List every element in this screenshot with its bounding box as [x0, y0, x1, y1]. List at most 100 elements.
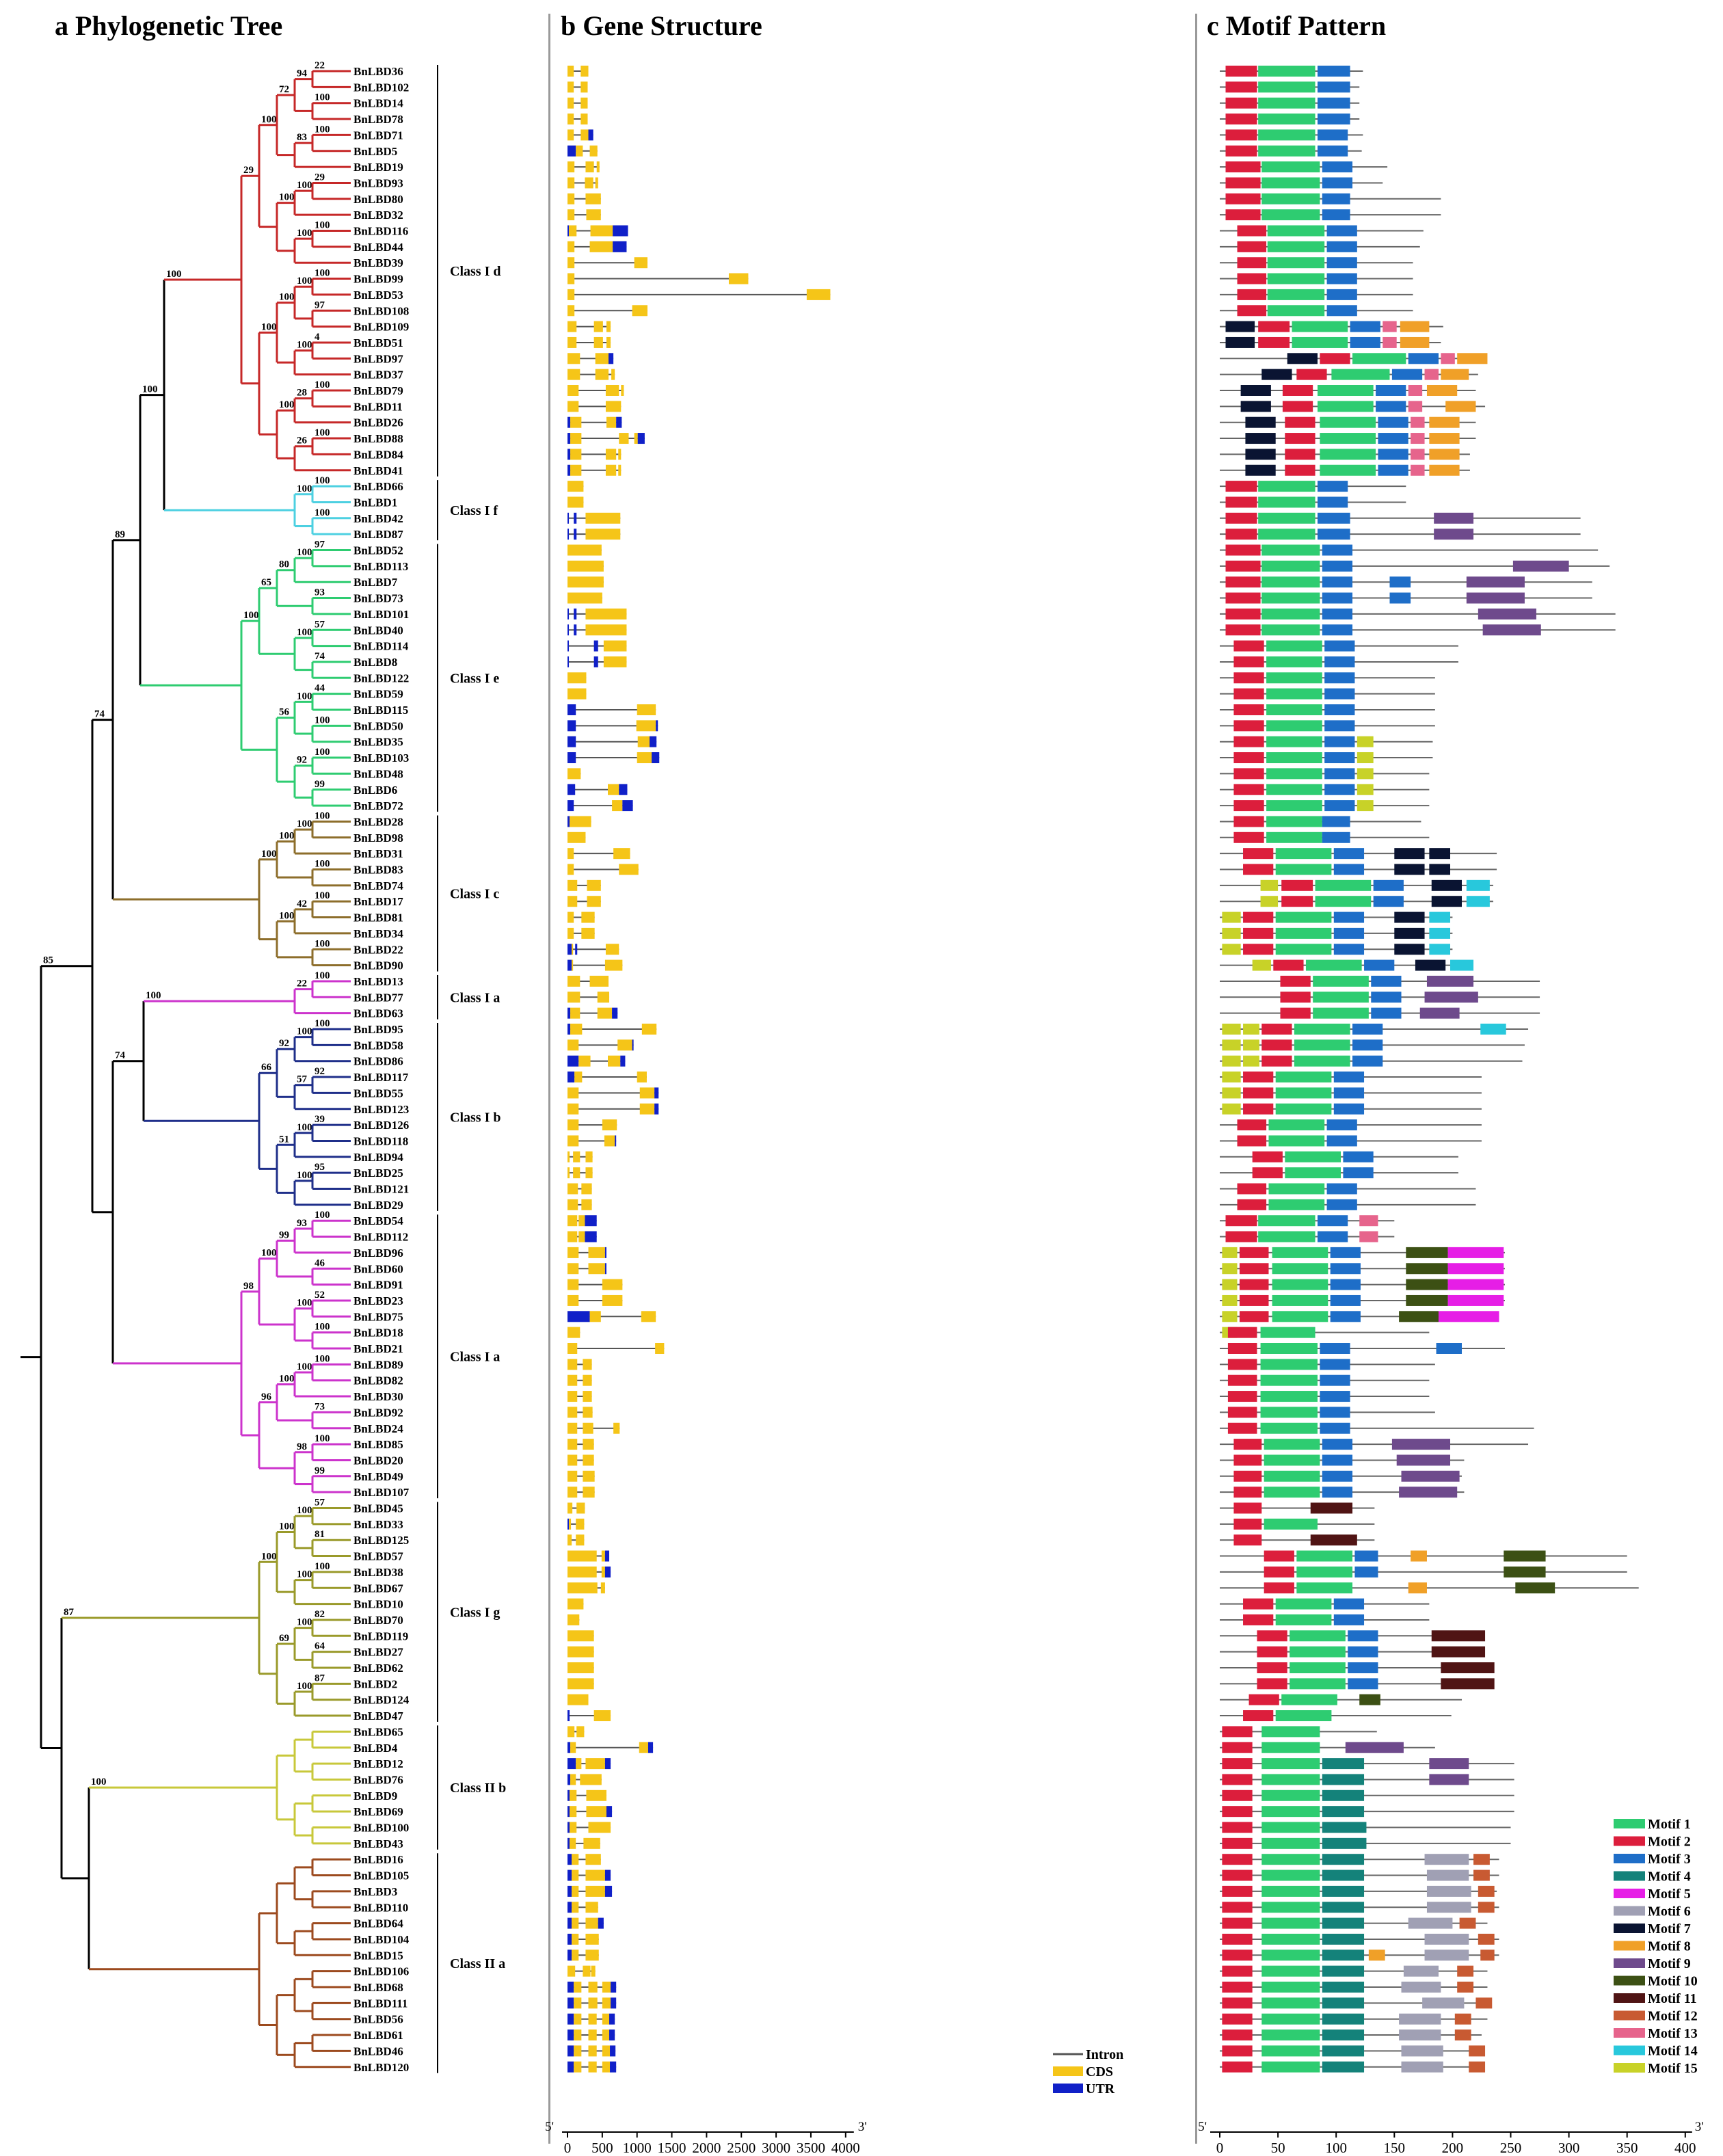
- cds-segment: [583, 1439, 594, 1450]
- gene-label: BnLBD61: [353, 2029, 403, 2042]
- gene-label: BnLBD18: [353, 1327, 403, 1340]
- utr-segment: [609, 2029, 615, 2041]
- motif-box: [1222, 1949, 1253, 1961]
- motif-box: [1320, 416, 1376, 428]
- cds-segment: [806, 289, 831, 300]
- cds-segment: [589, 975, 609, 987]
- motif-box: [1225, 66, 1257, 77]
- bootstrap-value: 100: [315, 938, 330, 949]
- cds-segment: [576, 1518, 585, 1530]
- motif-box: [1424, 992, 1478, 1003]
- motif-box: [1322, 1822, 1367, 1833]
- motif-box: [1280, 975, 1311, 987]
- motif-box: [1222, 2045, 1253, 2057]
- bootstrap-value: 100: [297, 547, 312, 558]
- gene-label: BnLBD43: [353, 1837, 403, 1850]
- motif-box: [1429, 449, 1460, 460]
- motif-box: [1376, 385, 1406, 396]
- motif-box: [1317, 385, 1374, 396]
- phylo-tree: 8574891001002910072942210083100100100291…: [21, 60, 351, 2068]
- motif-box: [1317, 512, 1350, 524]
- utr-segment: [567, 1055, 579, 1067]
- cds-segment: [580, 81, 588, 93]
- legend-swatch: [1614, 1941, 1645, 1951]
- motif-box: [1281, 896, 1313, 907]
- motif-box: [1258, 481, 1315, 492]
- motif-box: [1296, 369, 1327, 380]
- utr-segment: [567, 959, 572, 971]
- motif-box: [1260, 1407, 1318, 1418]
- motif-box: [1333, 927, 1365, 939]
- utr-segment: [567, 2045, 574, 2057]
- motif-box: [1237, 1119, 1267, 1131]
- motif-box: [1426, 1869, 1469, 1881]
- motif-box: [1264, 1439, 1320, 1450]
- cds-segment: [567, 1502, 573, 1514]
- motif-box: [1275, 1087, 1332, 1099]
- motif-box: [1261, 1902, 1320, 1913]
- class-label: Class II b: [450, 1781, 506, 1796]
- motif-box: [1225, 481, 1257, 492]
- motif-box: [1322, 1902, 1365, 1913]
- motif-box: [1245, 433, 1276, 444]
- motif-box: [1237, 241, 1267, 252]
- motif-box: [1261, 1982, 1320, 1993]
- motif-box: [1399, 2013, 1441, 2025]
- cds-segment: [570, 1774, 576, 1785]
- motif-box: [1233, 1439, 1262, 1450]
- bootstrap-value: 39: [315, 1114, 325, 1125]
- motif-box: [1330, 1311, 1361, 1322]
- cds-segment: [573, 1151, 580, 1162]
- motif-box: [1292, 321, 1348, 332]
- cds-segment: [576, 1502, 585, 1514]
- cds-segment: [580, 129, 589, 141]
- legend-label: Motif 5: [1648, 1887, 1691, 1902]
- gene-label: BnLBD8: [353, 656, 397, 669]
- motif-box: [1320, 433, 1376, 444]
- cds-segment: [567, 1374, 578, 1386]
- cds-segment: [567, 1119, 579, 1131]
- bootstrap-value: 100: [279, 192, 295, 203]
- class-label: Class I g: [450, 1605, 500, 1620]
- motif-box: [1248, 1694, 1279, 1705]
- motif-box: [1266, 831, 1322, 843]
- motif-box: [1258, 145, 1315, 157]
- cds-segment: [595, 177, 598, 189]
- motif-box: [1408, 401, 1423, 412]
- motif-box: [1222, 1982, 1253, 1993]
- utr-segment: [585, 1231, 597, 1242]
- cds-segment: [572, 1885, 579, 1897]
- motif-box: [1350, 321, 1380, 332]
- motif-box: [1260, 1359, 1318, 1370]
- motif-box: [1357, 784, 1374, 795]
- motif-box: [1261, 1726, 1320, 1738]
- motif-box: [1240, 401, 1271, 412]
- motif-box: [1222, 1072, 1241, 1083]
- motif-box: [1240, 385, 1271, 396]
- motif-box: [1258, 529, 1315, 540]
- motif-box: [1378, 449, 1408, 460]
- motif-box: [1326, 225, 1357, 237]
- gene-label: BnLBD125: [353, 1534, 409, 1547]
- bootstrap-value: 100: [315, 859, 330, 870]
- motif-box: [1267, 289, 1325, 300]
- motif-box: [1222, 1933, 1253, 1945]
- cds-segment: [637, 736, 650, 747]
- utr-segment: [567, 736, 576, 747]
- cds-segment: [567, 257, 575, 269]
- bootstrap-value: 22: [315, 60, 325, 71]
- motif-box: [1326, 1183, 1357, 1195]
- motif-box: [1333, 1614, 1365, 1625]
- motif-box: [1473, 1869, 1490, 1881]
- utr-segment: [616, 416, 622, 428]
- cds-segment: [618, 464, 622, 476]
- motif-box: [1275, 864, 1332, 875]
- bootstrap-value: 100: [297, 180, 312, 191]
- axis-tick-label: 2500: [727, 2140, 756, 2156]
- motif-box: [1225, 496, 1257, 508]
- motif-box: [1322, 161, 1353, 173]
- motif-box: [1243, 1598, 1274, 1610]
- bootstrap-value: 100: [315, 220, 330, 231]
- motif-box: [1317, 66, 1350, 77]
- gene-label: BnLBD92: [353, 1406, 403, 1419]
